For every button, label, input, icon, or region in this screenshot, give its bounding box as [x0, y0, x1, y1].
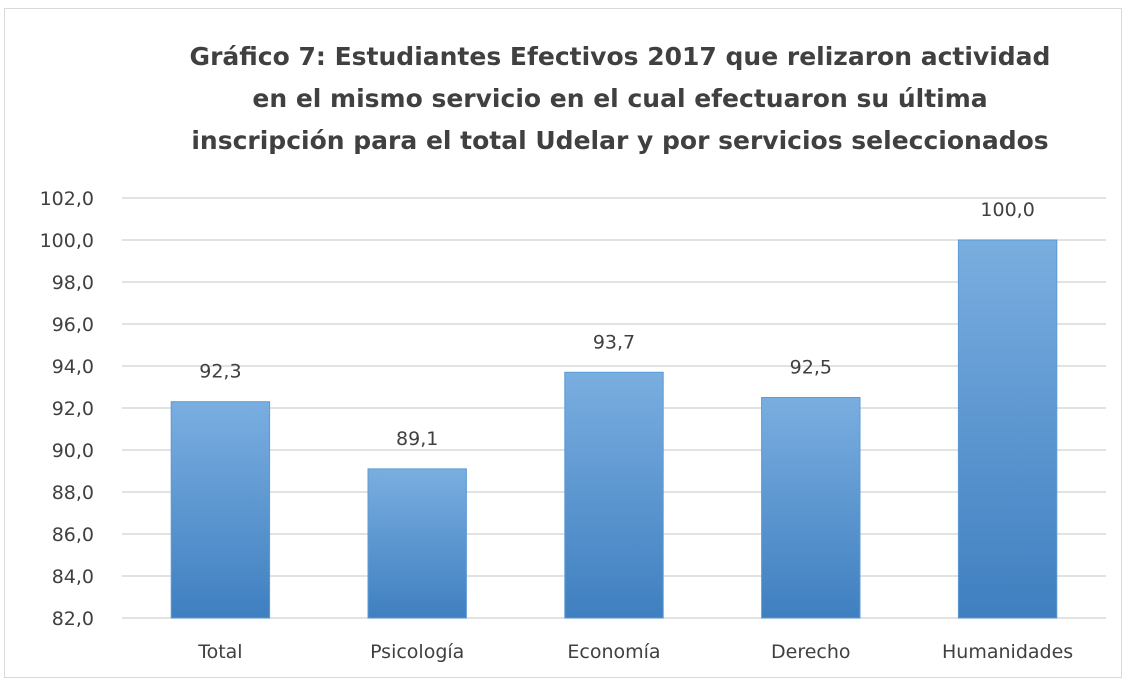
- y-tick-label: 94,0: [52, 356, 94, 378]
- y-tick-label: 100,0: [40, 230, 94, 252]
- y-tick-label: 86,0: [52, 524, 94, 546]
- data-labels: 92,3 89,1 93,7 92,5 100,0: [199, 199, 1035, 450]
- y-tick-label: 84,0: [52, 566, 94, 588]
- y-tick-label: 102,0: [40, 188, 94, 210]
- y-tick-label: 90,0: [52, 440, 94, 462]
- x-category-label: Psicología: [370, 641, 464, 663]
- x-category-label: Derecho: [771, 641, 851, 663]
- bar-economía: [564, 371, 664, 619]
- y-tick-label: 92,0: [52, 398, 94, 420]
- chart-title: Gráfico 7: Estudiantes Efectivos 2017 qu…: [130, 36, 1110, 162]
- data-label: 100,0: [980, 199, 1034, 221]
- x-category-label: Economía: [567, 641, 660, 663]
- bar-derecho: [761, 397, 861, 619]
- data-label: 93,7: [593, 331, 635, 353]
- bar-humanidades: [957, 239, 1058, 619]
- data-label: 92,5: [790, 357, 832, 379]
- x-axis-category-labels: Total Psicología Economía Derecho Humanidade…: [197, 641, 1073, 663]
- y-tick-label: 98,0: [52, 272, 94, 294]
- y-axis-tick-labels: 82,0 84,0 86,0 88,0 90,0 92,0 94,0 96,0 98,0 100,…: [40, 188, 94, 630]
- bar-psicología: [367, 468, 467, 619]
- data-label: 89,1: [396, 428, 438, 450]
- y-tick-label: 96,0: [52, 314, 94, 336]
- x-category-label: Total: [197, 641, 242, 663]
- bars: [170, 239, 1058, 619]
- y-tick-label: 82,0: [52, 608, 94, 630]
- x-category-label: Humanidades: [942, 641, 1073, 663]
- y-tick-label: 88,0: [52, 482, 94, 504]
- bar-total: [170, 401, 271, 619]
- chart-title-line-2: en el mismo servicio en el cual efectuar…: [252, 84, 988, 113]
- chart-title-line-1: Gráfico 7: Estudiantes Efectivos 2017 qu…: [189, 42, 1051, 71]
- chart-title-line-3: inscripción para el total Udelar y por s…: [191, 126, 1049, 155]
- data-label: 92,3: [199, 361, 241, 383]
